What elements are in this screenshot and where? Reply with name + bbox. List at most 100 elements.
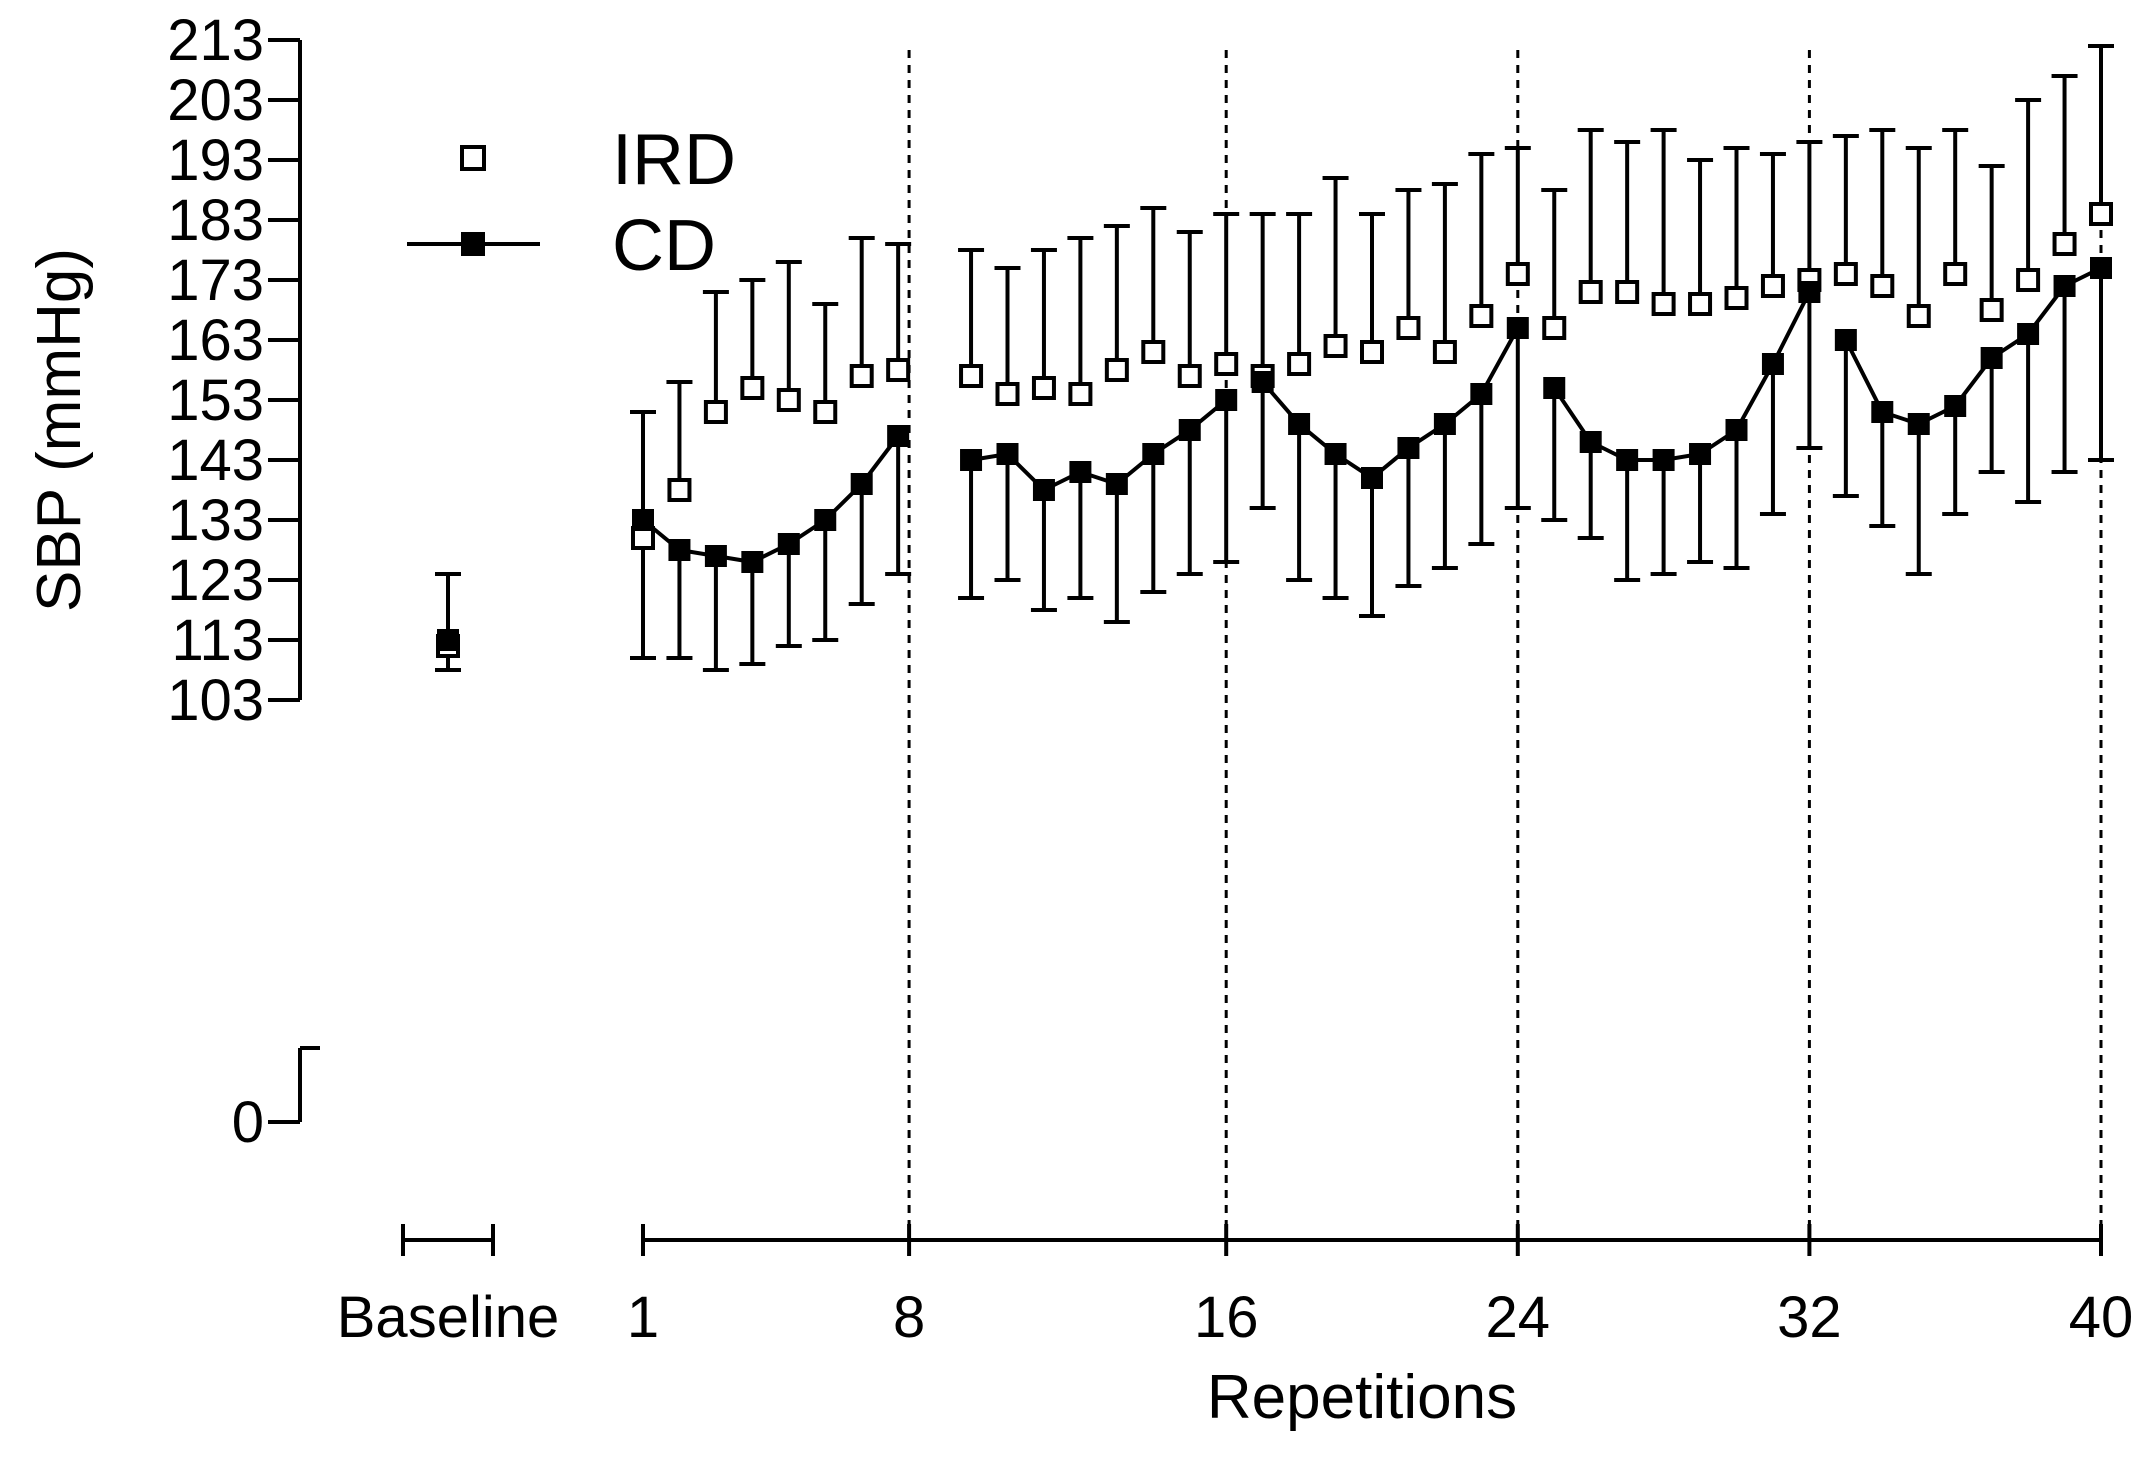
cd-point bbox=[1324, 443, 1347, 465]
cd-point bbox=[850, 473, 873, 495]
legend-ird-label: IRD bbox=[612, 120, 736, 200]
ird-point bbox=[1651, 292, 1676, 316]
legend-cd-label: CD bbox=[612, 206, 716, 286]
cd-point bbox=[996, 443, 1019, 465]
cd-point bbox=[1032, 479, 1055, 501]
y-tick-label: 213 bbox=[167, 8, 264, 73]
y-tick-label: 193 bbox=[167, 128, 264, 193]
cd-point bbox=[1652, 449, 1675, 471]
ird-point bbox=[667, 478, 692, 502]
cd-point bbox=[1288, 413, 1311, 435]
cd-point bbox=[1980, 347, 2003, 369]
cd-point bbox=[632, 509, 654, 531]
cd-point bbox=[1543, 377, 1566, 399]
ird-point bbox=[1833, 262, 1858, 286]
ird-point bbox=[1469, 304, 1494, 328]
ird-point bbox=[1031, 376, 1056, 400]
y-tick-label: 203 bbox=[167, 68, 264, 133]
y-tick-label: 0 bbox=[232, 1090, 264, 1155]
ird-point bbox=[1578, 280, 1603, 304]
ird-point bbox=[1542, 316, 1567, 340]
ird-point bbox=[740, 376, 765, 400]
ird-point bbox=[2016, 268, 2041, 292]
ird-point bbox=[1068, 382, 1093, 406]
cd-point bbox=[1579, 431, 1602, 453]
cd-point bbox=[887, 425, 910, 447]
ird-point bbox=[849, 364, 874, 388]
cd-point bbox=[2090, 257, 2112, 279]
cd-point bbox=[2017, 323, 2040, 345]
ird-point bbox=[2089, 202, 2113, 226]
data-markers bbox=[436, 202, 2113, 658]
baseline-cd-point bbox=[437, 629, 459, 651]
cd-point bbox=[777, 533, 800, 555]
y-tick-label: 103 bbox=[167, 668, 264, 733]
ird-point bbox=[703, 400, 728, 424]
legend-ird-marker bbox=[460, 145, 486, 171]
ird-point bbox=[1396, 316, 1421, 340]
x-tick-label: 1 bbox=[627, 1285, 659, 1350]
cd-point bbox=[2053, 275, 2076, 297]
x-tick-label: 40 bbox=[2069, 1285, 2134, 1350]
x-tick-label: 32 bbox=[1777, 1285, 1842, 1350]
legend-cd-marker bbox=[461, 232, 485, 256]
ird-point bbox=[1360, 340, 1384, 364]
ird-point bbox=[1287, 352, 1312, 376]
axes bbox=[268, 38, 2103, 1256]
cd-point bbox=[704, 545, 727, 567]
y-tick-label: 133 bbox=[167, 488, 264, 553]
ird-point bbox=[1906, 304, 1931, 328]
baseline-label: Baseline bbox=[337, 1285, 559, 1350]
cd-point bbox=[1178, 419, 1201, 441]
cd-point bbox=[741, 551, 764, 573]
cd-point bbox=[668, 539, 691, 561]
cd-point bbox=[1506, 317, 1529, 339]
ird-point bbox=[1214, 352, 1239, 376]
ird-point bbox=[813, 400, 838, 424]
cd-point bbox=[1105, 473, 1128, 495]
cd-point bbox=[1871, 401, 1894, 423]
cd-point bbox=[1944, 395, 1967, 417]
cd-point bbox=[1397, 437, 1420, 459]
y-axis-title: SBP (mmHg) bbox=[25, 248, 94, 612]
cd-point bbox=[1361, 467, 1383, 489]
ird-point bbox=[1870, 274, 1895, 298]
ird-point bbox=[1432, 340, 1457, 364]
ird-point bbox=[2052, 232, 2077, 256]
ird-point bbox=[886, 358, 911, 382]
cd-point bbox=[1616, 449, 1639, 471]
error-bars bbox=[435, 44, 2114, 672]
cd-point bbox=[1142, 443, 1165, 465]
ird-point bbox=[1615, 280, 1640, 304]
cd-point bbox=[1215, 389, 1238, 411]
cd-point bbox=[1069, 461, 1092, 483]
cd-point bbox=[1251, 371, 1274, 393]
ird-point bbox=[776, 388, 801, 412]
x-tick-label: 8 bbox=[893, 1285, 925, 1350]
ird-point bbox=[1688, 292, 1713, 316]
ird-point bbox=[1505, 262, 1530, 286]
ird-point bbox=[1724, 286, 1749, 310]
x-tick-label: 24 bbox=[1486, 1285, 1551, 1350]
ird-point bbox=[1760, 274, 1785, 298]
ird-point bbox=[1323, 334, 1348, 358]
y-tick-label: 153 bbox=[167, 368, 264, 433]
y-tick-label: 123 bbox=[167, 548, 264, 613]
x-axis-title: Repetitions bbox=[1207, 1363, 1517, 1432]
cd-point bbox=[1761, 353, 1784, 375]
ird-point bbox=[1943, 262, 1968, 286]
cd-point bbox=[1433, 413, 1456, 435]
y-tick-label: 183 bbox=[167, 188, 264, 253]
ird-point bbox=[1177, 364, 1202, 388]
cd-point bbox=[1725, 419, 1748, 441]
cd-point bbox=[1689, 443, 1712, 465]
x-tick-label: 16 bbox=[1194, 1285, 1259, 1350]
ird-point bbox=[959, 364, 984, 388]
cd-point bbox=[1470, 383, 1493, 405]
cd-point bbox=[1834, 329, 1857, 351]
ird-point bbox=[1979, 298, 2004, 322]
cd-point bbox=[960, 449, 983, 471]
cd-point bbox=[1907, 413, 1930, 435]
